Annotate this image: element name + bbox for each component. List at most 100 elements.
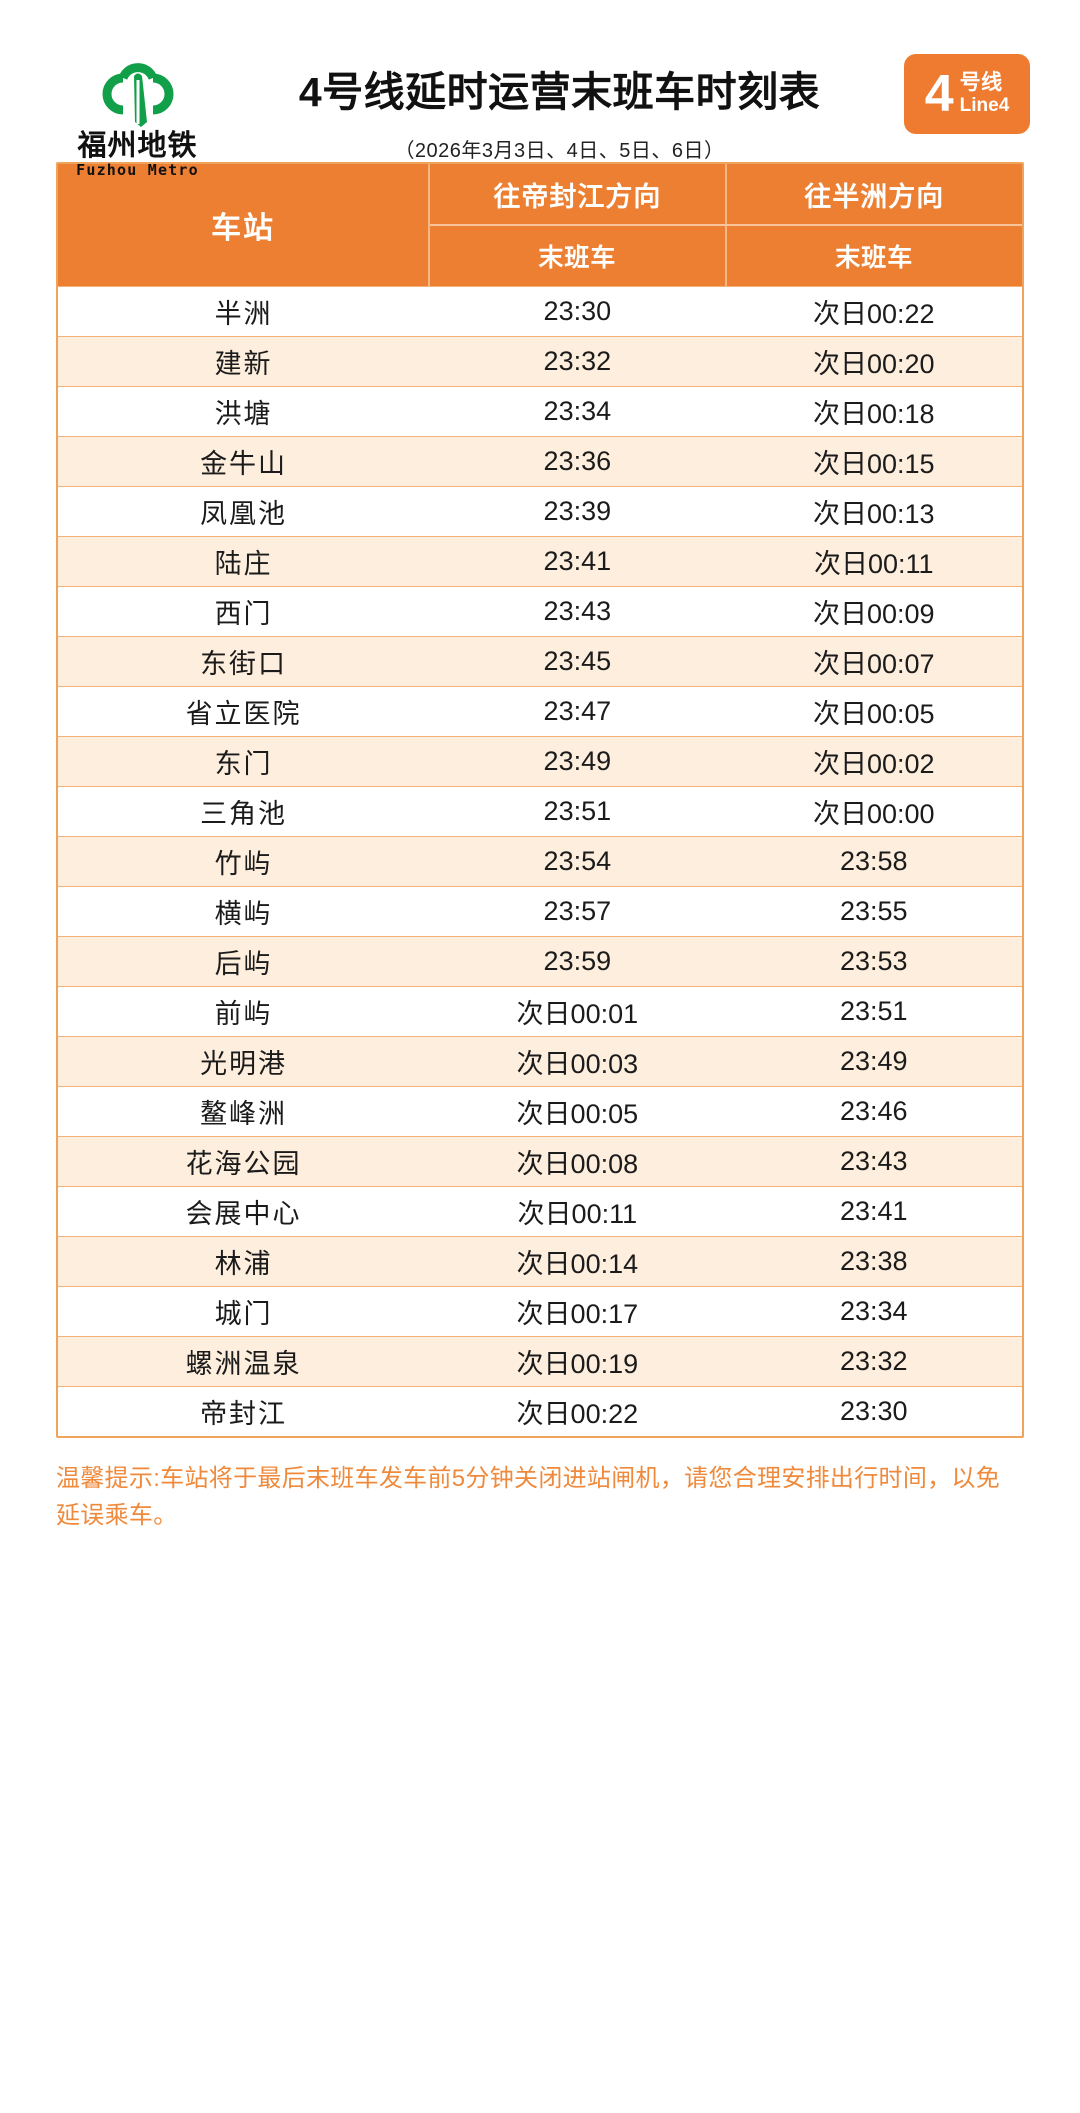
column-header-direction-2: 往半洲方向: [725, 164, 1022, 226]
cell-station: 后屿: [58, 935, 430, 986]
cell-station: 帝封江: [58, 1385, 430, 1436]
cell-station: 东街口: [58, 635, 430, 686]
cell-station: 陆庄: [58, 535, 430, 586]
cell-last-train-to-banzhou: 次日00:05: [725, 685, 1022, 736]
cell-last-train-to-difengjiang: 次日00:14: [429, 1235, 726, 1286]
timetable-container: 车站 往帝封江方向 往半洲方向 末班车 末班车 半洲 23:30 次日00:22 建新…: [56, 162, 1024, 1438]
table-row: 金牛山 23:36 次日00:15: [58, 435, 1022, 486]
cell-last-train-to-difengjiang: 次日00:05: [429, 1085, 726, 1136]
table-row: 后屿 23:59 23:53: [58, 935, 1022, 986]
cell-last-train-to-difengjiang: 次日00:08: [429, 1135, 726, 1186]
cell-last-train-to-banzhou: 23:38: [725, 1235, 1022, 1286]
cell-station: 鳌峰洲: [58, 1085, 430, 1136]
cell-last-train-to-banzhou: 次日00:15: [725, 435, 1022, 486]
cell-station: 洪塘: [58, 385, 430, 436]
line-number: 4: [924, 65, 954, 123]
brand-name-cn: 福州地铁: [77, 128, 198, 162]
column-subheader-direction-1: 末班车: [429, 225, 727, 286]
cell-station: 金牛山: [58, 435, 430, 486]
cell-last-train-to-banzhou: 次日00:07: [725, 635, 1022, 686]
cell-last-train-to-banzhou: 23:30: [725, 1385, 1022, 1436]
table-head: 车站 往帝封江方向 往半洲方向 末班车 末班车: [58, 164, 1022, 286]
cell-last-train-to-difengjiang: 23:59: [429, 935, 726, 986]
table-row: 西门 23:43 次日00:09: [58, 585, 1022, 636]
table-row: 花海公园 次日00:08 23:43: [58, 1135, 1022, 1186]
cell-last-train-to-difengjiang: 次日00:11: [429, 1185, 726, 1236]
cell-last-train-to-banzhou: 23:53: [725, 935, 1022, 986]
cell-station: 凤凰池: [58, 485, 430, 536]
cell-last-train-to-banzhou: 23:51: [725, 985, 1022, 1036]
cell-station: 省立医院: [58, 685, 430, 736]
cell-last-train-to-difengjiang: 23:57: [429, 885, 726, 936]
cell-last-train-to-difengjiang: 23:54: [429, 835, 726, 886]
cell-station: 光明港: [58, 1035, 430, 1086]
fuzhou-metro-banyan-logo-icon: [90, 50, 186, 128]
cell-last-train-to-difengjiang: 23:41: [429, 535, 726, 586]
page-subtitle: （2026年3月3日、4日、5日、6日）: [394, 140, 725, 162]
cell-last-train-to-banzhou: 23:34: [725, 1285, 1022, 1336]
cell-last-train-to-banzhou: 次日00:11: [725, 535, 1022, 586]
table-row: 前屿 次日00:01 23:51: [58, 985, 1022, 1036]
table-row: 陆庄 23:41 次日00:11: [58, 535, 1022, 586]
cell-station: 建新: [58, 335, 430, 386]
column-header-direction-1: 往帝封江方向: [429, 164, 727, 226]
cell-station: 半洲: [58, 285, 430, 336]
table-header-row-1: 车站 往帝封江方向 往半洲方向: [58, 164, 1022, 286]
table-row: 鳌峰洲 次日00:05 23:46: [58, 1085, 1022, 1136]
page-title: 4号线延时运营末班车时刻表: [298, 69, 821, 115]
table-row: 林浦 次日00:14 23:38: [58, 1235, 1022, 1286]
table-row: 城门 次日00:17 23:34: [58, 1285, 1022, 1336]
table-row: 螺洲温泉 次日00:19 23:32: [58, 1335, 1022, 1386]
cell-last-train-to-difengjiang: 23:34: [429, 385, 726, 436]
cell-last-train-to-banzhou: 次日00:02: [725, 735, 1022, 786]
cell-last-train-to-banzhou: 23:43: [725, 1135, 1022, 1186]
cell-last-train-to-banzhou: 次日00:18: [725, 385, 1022, 436]
table-row: 洪塘 23:34 次日00:18: [58, 385, 1022, 436]
cell-last-train-to-difengjiang: 23:51: [429, 785, 726, 836]
cell-last-train-to-banzhou: 次日00:00: [725, 785, 1022, 836]
line-label-en: Line4: [959, 95, 1010, 117]
cell-station: 前屿: [58, 985, 430, 1036]
table-row: 省立医院 23:47 次日00:05: [58, 685, 1022, 736]
cell-station: 横屿: [58, 885, 430, 936]
table-row: 横屿 23:57 23:55: [58, 885, 1022, 936]
cell-last-train-to-difengjiang: 23:32: [429, 335, 726, 386]
cell-station: 城门: [58, 1285, 430, 1336]
line-label-cn: 号线: [959, 71, 1003, 94]
cell-station: 西门: [58, 585, 430, 636]
cell-last-train-to-banzhou: 次日00:13: [725, 485, 1022, 536]
brand-block: 福州地铁 Fuzhou Metro: [50, 48, 225, 179]
table-row: 建新 23:32 次日00:20: [58, 335, 1022, 386]
cell-last-train-to-difengjiang: 23:49: [429, 735, 726, 786]
table-row: 半洲 23:30 次日00:22: [58, 285, 1022, 336]
cell-last-train-to-difengjiang: 次日00:01: [429, 985, 726, 1036]
table-row: 凤凰池 23:39 次日00:13: [58, 485, 1022, 536]
cell-last-train-to-difengjiang: 23:36: [429, 435, 726, 486]
cell-last-train-to-difengjiang: 23:43: [429, 585, 726, 636]
column-header-station: 车站: [58, 164, 431, 286]
table-row: 三角池 23:51 次日00:00: [58, 785, 1022, 836]
cell-last-train-to-banzhou: 23:41: [725, 1185, 1022, 1236]
cell-last-train-to-banzhou: 23:58: [725, 835, 1022, 886]
cell-last-train-to-difengjiang: 23:47: [429, 685, 726, 736]
cell-last-train-to-banzhou: 23:49: [725, 1035, 1022, 1086]
line-badge: 4 号线 Line4: [904, 54, 1030, 134]
cell-station: 会展中心: [58, 1185, 430, 1236]
page-header: 福州地铁 Fuzhou Metro 4号线延时运营末班车时刻表 （2026年3月…: [0, 0, 1080, 179]
cell-station: 竹屿: [58, 835, 430, 886]
table-row: 竹屿 23:54 23:58: [58, 835, 1022, 886]
column-subheader-direction-2: 末班车: [725, 225, 1022, 286]
cell-last-train-to-banzhou: 23:32: [725, 1335, 1022, 1386]
cell-last-train-to-difengjiang: 23:30: [429, 285, 726, 336]
cell-station: 三角池: [58, 785, 430, 836]
cell-last-train-to-banzhou: 次日00:20: [725, 335, 1022, 386]
line-badge-labels: 号线 Line4: [960, 71, 1010, 117]
cell-station: 螺洲温泉: [58, 1335, 430, 1386]
cell-last-train-to-difengjiang: 次日00:19: [429, 1335, 726, 1386]
cell-station: 东门: [58, 735, 430, 786]
cell-last-train-to-banzhou: 23:55: [725, 885, 1022, 936]
table-row: 东门 23:49 次日00:02: [58, 735, 1022, 786]
title-block: 4号线延时运营末班车时刻表 （2026年3月3日、4日、5日、6日）: [225, 48, 904, 163]
table-row: 会展中心 次日00:11 23:41: [58, 1185, 1022, 1236]
cell-last-train-to-difengjiang: 次日00:17: [429, 1285, 726, 1336]
